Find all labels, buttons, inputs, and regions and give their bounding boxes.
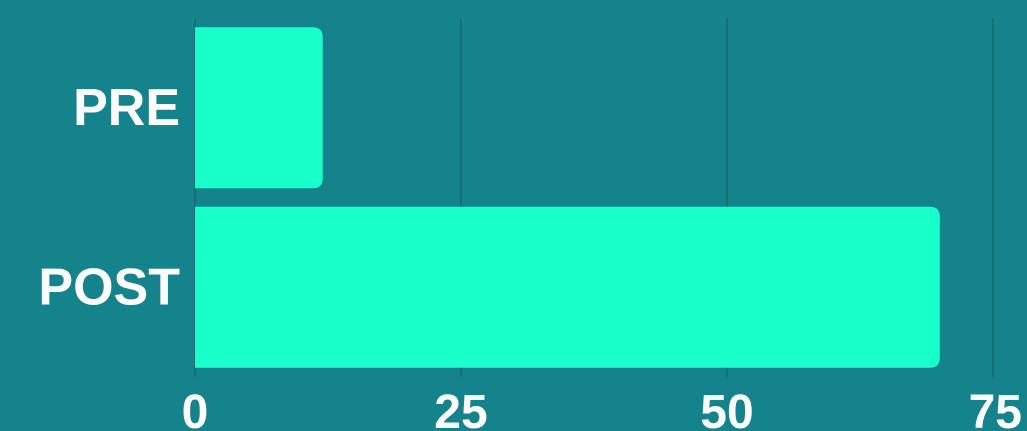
bars <box>195 27 940 368</box>
x-axis-tick-labels: 0 25 50 75 <box>182 386 1022 431</box>
category-label-pre: PRE <box>73 79 180 137</box>
category-label-post: POST <box>38 258 180 316</box>
x-tick-label-50: 50 <box>700 386 753 431</box>
x-tick-label-25: 25 <box>434 386 487 431</box>
x-tick-label-0: 0 <box>182 386 209 431</box>
bar-pre <box>195 27 323 189</box>
x-tick-label-75: 75 <box>969 386 1022 431</box>
category-labels: PRE POST <box>38 79 180 317</box>
bar-post <box>195 206 940 368</box>
